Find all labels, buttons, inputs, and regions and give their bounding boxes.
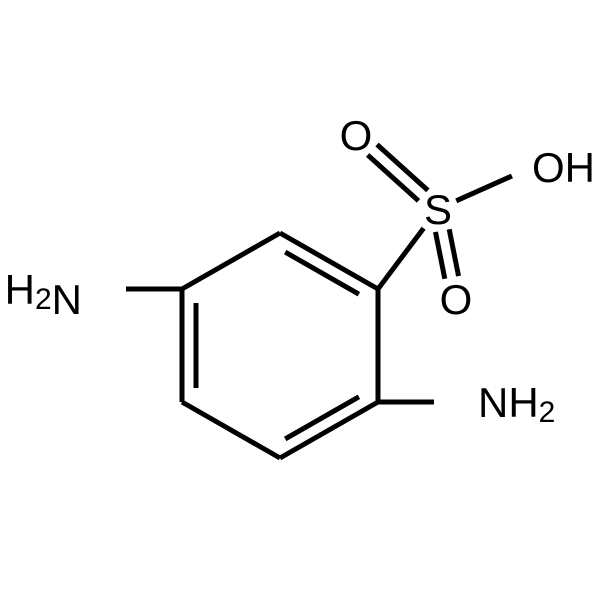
atom-label-s: S (424, 186, 452, 233)
atom-label-o3: OH (532, 144, 595, 191)
atom-label-o2: O (440, 276, 473, 323)
atom-label-n2: NH2 (478, 379, 555, 429)
atom-label-o1: O (340, 112, 373, 159)
atom-label-n1: H2N (5, 266, 82, 323)
molecule-diagram: H2NNH2SOOOH (0, 0, 600, 600)
